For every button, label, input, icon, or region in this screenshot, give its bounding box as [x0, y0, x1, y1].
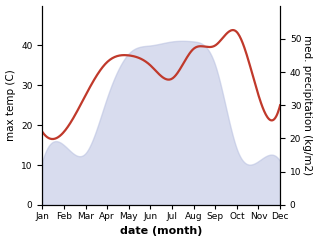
X-axis label: date (month): date (month) [120, 227, 203, 236]
Y-axis label: med. precipitation (kg/m2): med. precipitation (kg/m2) [302, 35, 313, 175]
Y-axis label: max temp (C): max temp (C) [5, 69, 16, 141]
